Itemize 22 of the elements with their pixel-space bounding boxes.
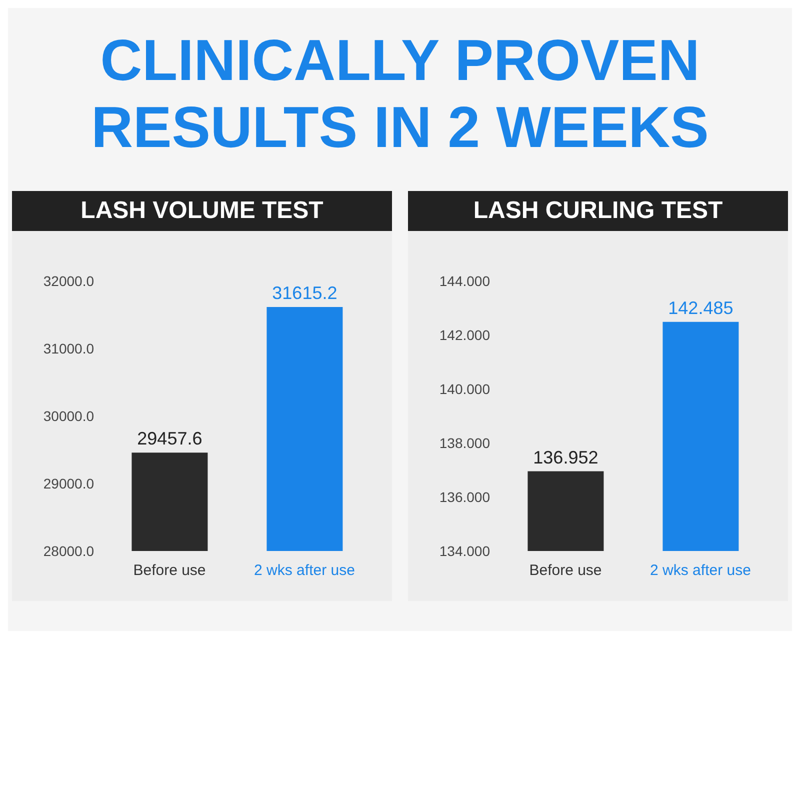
y-tick-label: 31000.0 [43, 340, 94, 357]
data-label: 29457.6 [137, 428, 202, 449]
y-tick-label: 30000.0 [43, 408, 94, 424]
y-tick-label: 136.000 [439, 489, 490, 506]
chart-title: LASH CURLING TEST [408, 191, 788, 232]
chart-title: LASH VOLUME TEST [12, 191, 392, 232]
x-tick-label: 2 wks after use [650, 562, 751, 580]
y-tick-label: 140.000 [439, 381, 490, 398]
y-tick-label: 142.000 [439, 327, 490, 344]
x-tick-label: Before use [529, 562, 602, 580]
y-tick-label: 134.000 [439, 543, 490, 560]
y-tick-label: 28000.0 [43, 543, 94, 560]
y-tick-label: 144.000 [439, 273, 490, 290]
y-tick-label: 32000.0 [43, 273, 94, 290]
text: CLINICALLY PROVEN RESULTS IN 2 WEEKS [90, 28, 710, 162]
data-label: 142.485 [668, 298, 734, 318]
y-tick-label: 29000.0 [43, 476, 94, 492]
x-tick-label: Before use [133, 562, 206, 580]
data-label: 136.952 [533, 448, 598, 468]
x-tick-label: 2 wks after use [254, 562, 355, 580]
data-label: 31615.2 [272, 283, 338, 304]
y-tick-label: 138.000 [439, 435, 490, 452]
